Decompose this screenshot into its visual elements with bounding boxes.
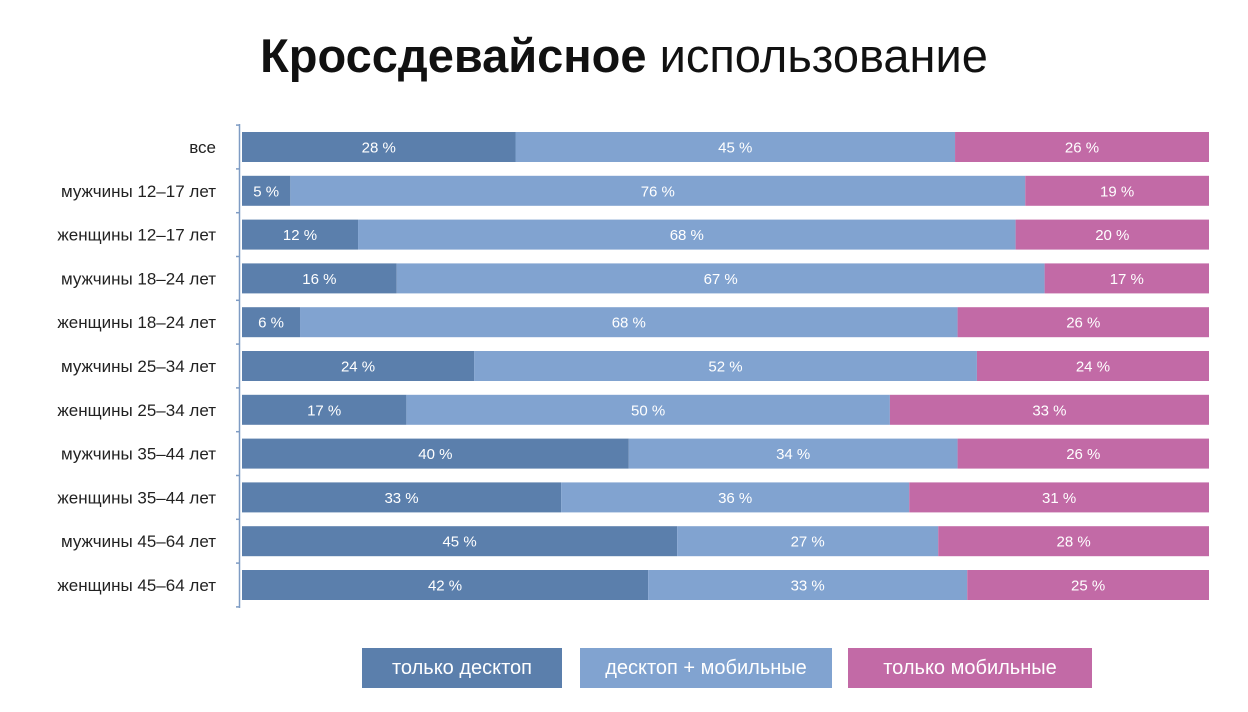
data-label: 26 % bbox=[1065, 140, 1099, 157]
bar-segment bbox=[628, 438, 958, 469]
bar-segment bbox=[889, 394, 1209, 425]
bar-segment bbox=[242, 438, 629, 469]
bar-segment bbox=[955, 132, 1209, 162]
category-label: женщины 18–24 лет bbox=[57, 313, 216, 332]
chart-title-light: использование bbox=[659, 29, 988, 82]
bar-segment bbox=[242, 132, 516, 162]
data-label: 76 % bbox=[641, 183, 675, 200]
data-label: 68 % bbox=[670, 227, 704, 244]
bar-segment bbox=[677, 526, 939, 557]
data-label: 24 % bbox=[341, 359, 375, 376]
bar-segment bbox=[1015, 219, 1209, 250]
bar-segment bbox=[474, 351, 977, 381]
bar-segment bbox=[648, 570, 968, 600]
bar-segment bbox=[515, 132, 956, 162]
bar-segment bbox=[358, 219, 1016, 250]
data-label: 16 % bbox=[302, 271, 336, 288]
category-label: женщины 25–34 лет bbox=[57, 401, 216, 420]
bar-segment bbox=[957, 307, 1209, 338]
category-label: женщины 45–64 лет bbox=[57, 576, 216, 595]
data-label: 33 % bbox=[384, 490, 418, 507]
bar-segment bbox=[976, 351, 1209, 381]
data-label: 6 % bbox=[258, 315, 284, 332]
category-label: женщины 12–17 лет bbox=[57, 226, 216, 245]
legend-desktop-only: только десктоп bbox=[362, 648, 562, 688]
data-label: 26 % bbox=[1066, 315, 1100, 332]
legend-desktop-mobile: десктоп + мобильные bbox=[580, 648, 832, 688]
legend-desktop-mobile-label: десктоп + мобильные bbox=[605, 657, 807, 679]
data-label: 50 % bbox=[631, 402, 665, 419]
category-label: мужчины 12–17 лет bbox=[61, 182, 216, 201]
data-label: 68 % bbox=[612, 315, 646, 332]
bar-segment bbox=[396, 263, 1045, 294]
data-label: 5 % bbox=[253, 183, 279, 200]
category-label: мужчины 25–34 лет bbox=[61, 357, 216, 376]
data-label: 36 % bbox=[718, 490, 752, 507]
data-label: 28 % bbox=[362, 140, 396, 157]
chart-title: Кроссдевайсное использование bbox=[0, 28, 1248, 83]
bar-segment bbox=[242, 219, 359, 250]
data-label: 34 % bbox=[776, 446, 810, 463]
data-label: 67 % bbox=[704, 271, 738, 288]
category-label: женщины 35–44 лет bbox=[57, 488, 216, 507]
category-label: мужчины 45–64 лет bbox=[61, 532, 216, 551]
bar-segment bbox=[242, 175, 291, 206]
data-label: 45 % bbox=[442, 534, 476, 551]
bar-segment bbox=[938, 526, 1209, 557]
bar-segment bbox=[406, 394, 890, 425]
data-label: 31 % bbox=[1042, 490, 1076, 507]
data-label: 24 % bbox=[1076, 359, 1110, 376]
bar-segment bbox=[242, 526, 678, 557]
data-label: 52 % bbox=[708, 359, 742, 376]
legend-desktop-only-label: только десктоп bbox=[391, 657, 533, 679]
category-label: все bbox=[189, 138, 216, 157]
bar-segment bbox=[561, 482, 910, 513]
data-label: 28 % bbox=[1057, 534, 1091, 551]
data-label: 19 % bbox=[1100, 183, 1134, 200]
data-label: 27 % bbox=[791, 534, 825, 551]
data-label: 33 % bbox=[791, 578, 825, 595]
bar-segment bbox=[967, 570, 1209, 600]
category-label: мужчины 18–24 лет bbox=[61, 269, 216, 288]
legend-mobile-only: только мобильные bbox=[848, 648, 1092, 688]
data-label: 25 % bbox=[1071, 578, 1105, 595]
bar-segment bbox=[242, 570, 649, 600]
legend-mobile-only-label: только мобильные bbox=[883, 657, 1057, 679]
bar-segment bbox=[242, 307, 301, 338]
data-label: 33 % bbox=[1032, 402, 1066, 419]
bar-segment bbox=[242, 351, 475, 381]
bar-segment bbox=[300, 307, 958, 338]
bar-segment bbox=[957, 438, 1209, 469]
bar-segment bbox=[242, 263, 397, 294]
data-label: 20 % bbox=[1095, 227, 1129, 244]
data-label: 45 % bbox=[718, 140, 752, 157]
bar-segment bbox=[242, 394, 407, 425]
category-label: мужчины 35–44 лет bbox=[61, 445, 216, 464]
data-label: 26 % bbox=[1066, 446, 1100, 463]
data-label: 12 % bbox=[283, 227, 317, 244]
bar-segment bbox=[1044, 263, 1209, 294]
data-label: 17 % bbox=[1110, 271, 1144, 288]
data-label: 40 % bbox=[418, 446, 452, 463]
bar-segment bbox=[909, 482, 1209, 513]
bar-segment bbox=[242, 482, 562, 513]
data-label: 42 % bbox=[428, 578, 462, 595]
data-label: 17 % bbox=[307, 402, 341, 419]
bar-segment bbox=[290, 175, 1026, 206]
chart-title-bold: Кроссдевайсное bbox=[260, 29, 647, 82]
bar-segment bbox=[1025, 175, 1209, 206]
